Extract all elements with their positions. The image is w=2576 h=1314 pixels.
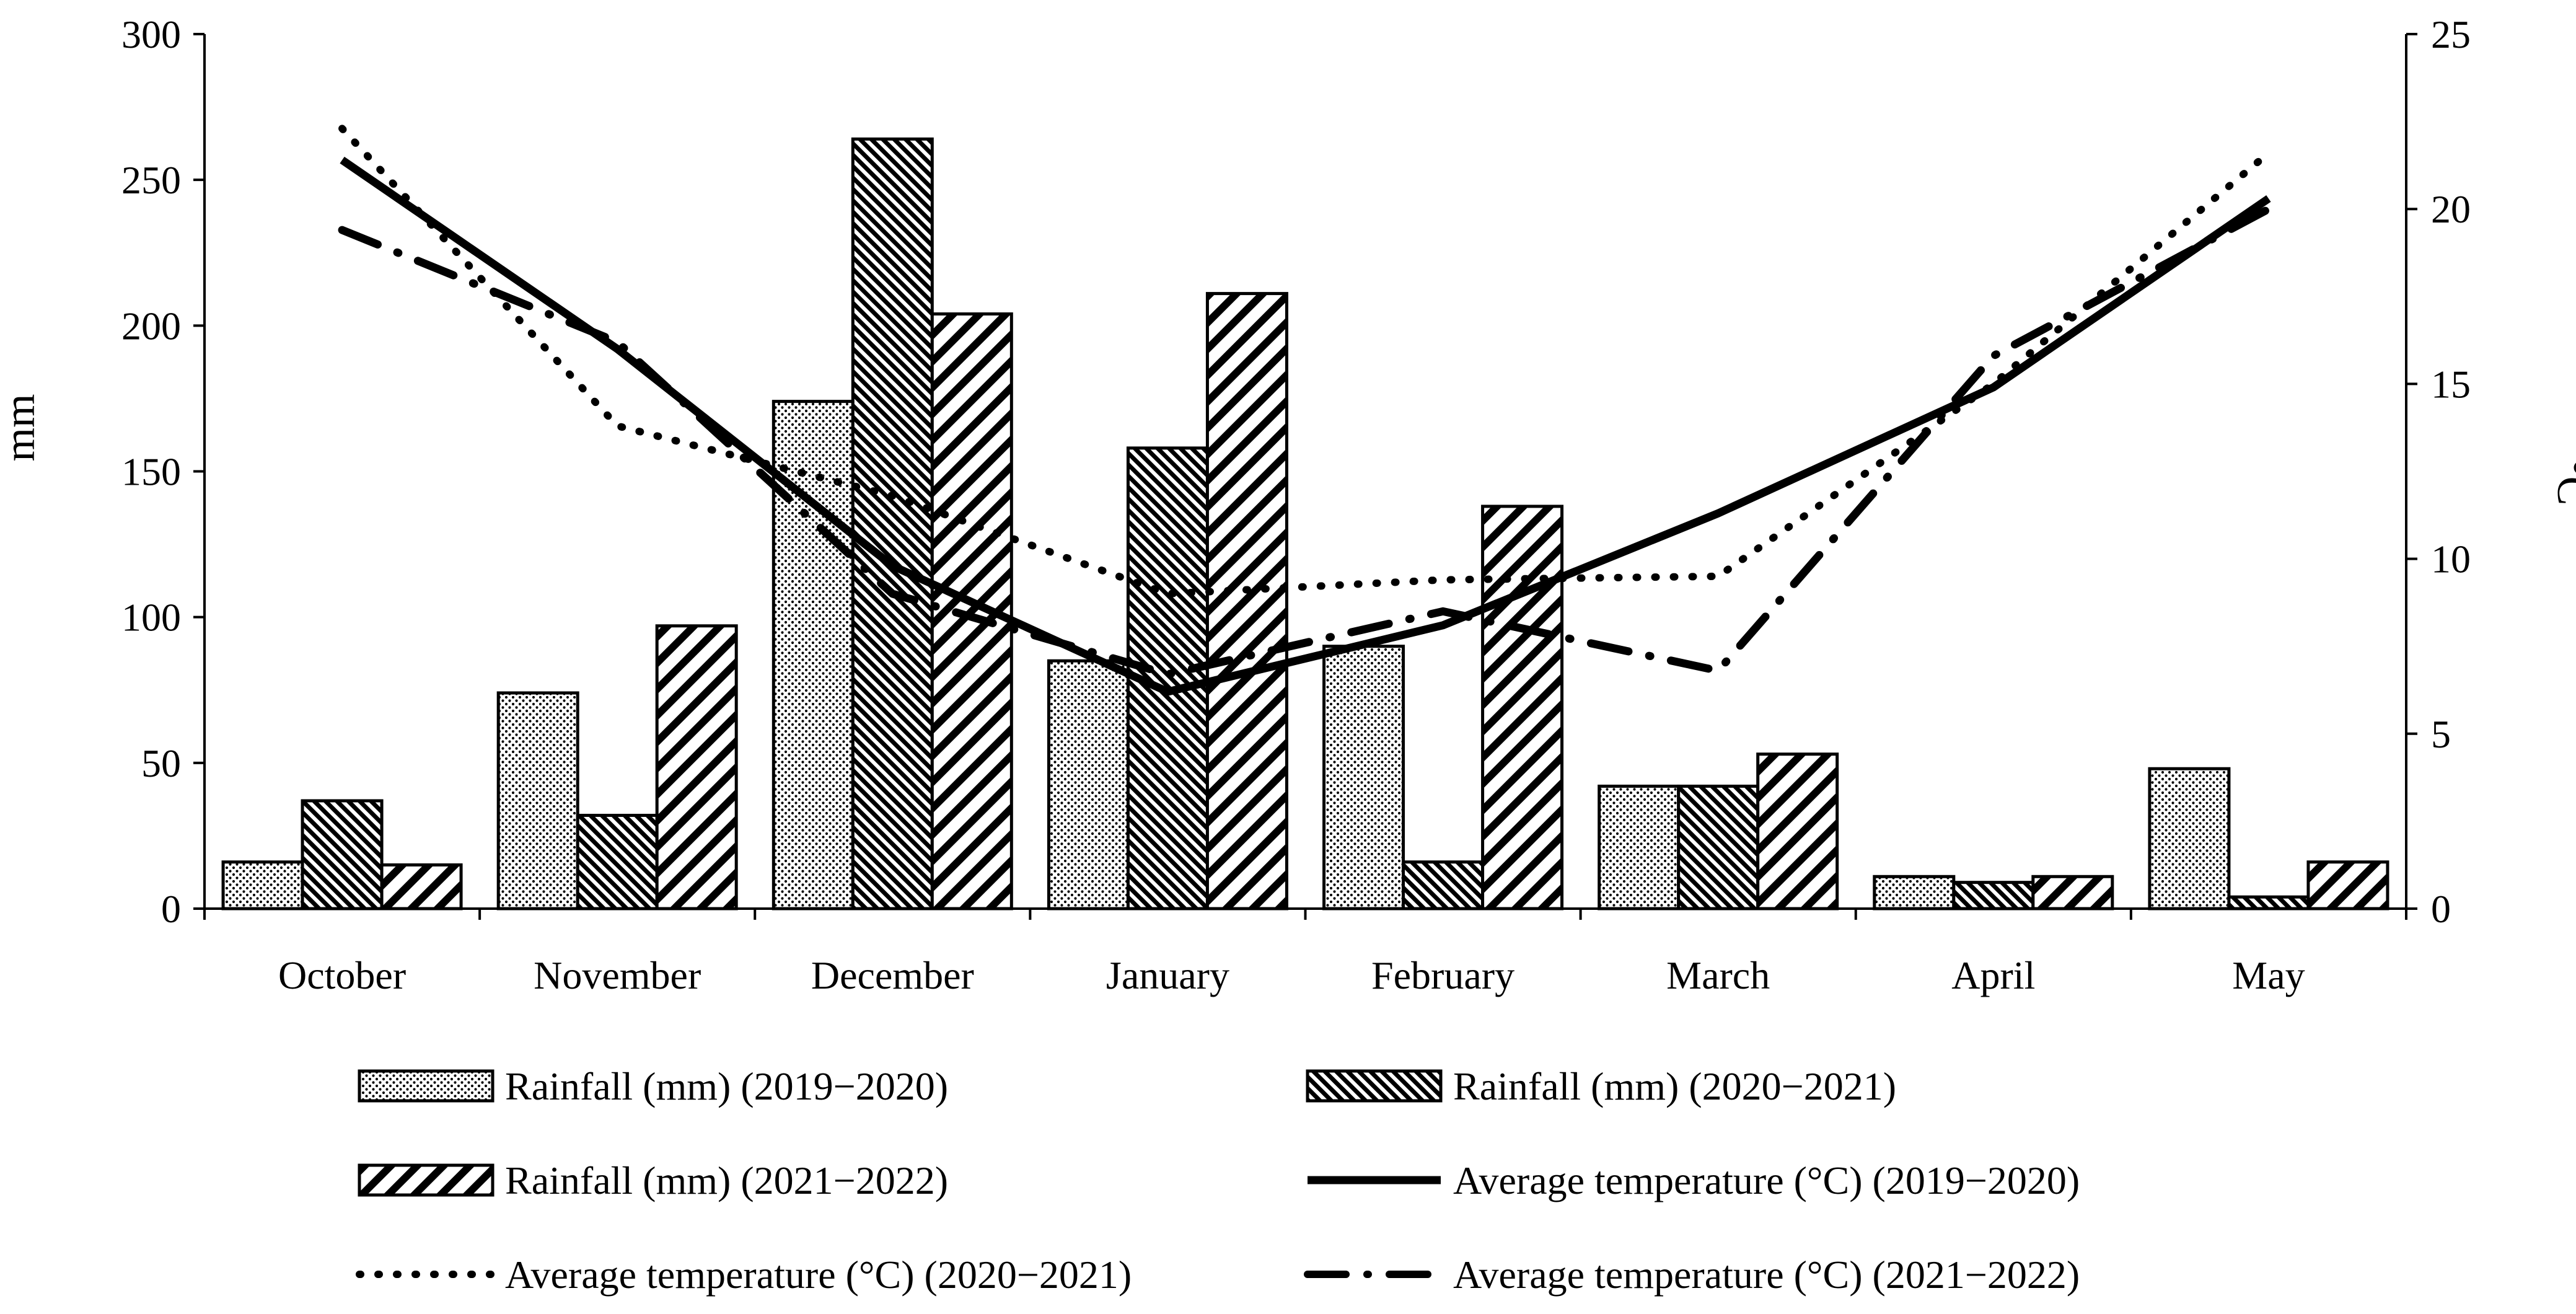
right-tick-label: 15 [2431,362,2471,406]
bar-dense-diagonal-march [1677,784,1760,911]
category-label: February [1371,953,1514,997]
left-tick-label: 150 [121,450,181,494]
bar-dense-diagonal-february [1402,860,1485,911]
bar-wide-diagonal-october [380,863,463,911]
line-dash-dot-temperature [338,205,2273,679]
category-label: May [2232,953,2305,997]
bar-wide-diagonal-november [655,624,738,911]
category-label: October [278,953,406,997]
legend-swatch-wide-diagonal [358,1163,495,1197]
bar-dense-diagonal-october [301,799,384,911]
right-axis-title: °C [2548,459,2576,506]
bar-dense-diagonal-december [851,137,934,911]
bars-layer [221,137,2389,911]
bar-dots-march [1598,784,1681,911]
right-axis-ticks: 0 5 10 15 20 25 [2406,12,2471,931]
line-solid-temperature [340,156,2271,696]
legend-label: Average temperature (°C) (2019−2020) [1453,1158,2080,1202]
bar-dense-diagonal-april [1952,881,2035,911]
bar-wide-diagonal-january [1205,292,1288,911]
bar-wide-diagonal-may [2306,860,2389,911]
category-label: April [1951,953,2035,997]
left-axis-title: mm [0,394,44,462]
left-tick-label: 200 [121,304,181,348]
legend-swatch-dots [358,1069,495,1103]
line-dotted-temperature [338,125,2272,597]
bar-dense-diagonal-november [576,813,659,911]
bar-dots-april [1873,875,1956,911]
category-labels: October November December January February Ma… [203,909,2407,997]
right-tick-label: 20 [2431,187,2471,231]
legend-label: Rainfall (mm) (2020−2021) [1453,1064,1896,1108]
bar-wide-diagonal-march [1756,752,1839,911]
left-tick-label: 250 [121,158,181,202]
right-tick-label: 25 [2431,12,2471,56]
category-label: March [1666,953,1770,997]
bar-dense-diagonal-may [2227,895,2310,911]
category-label: November [534,953,701,997]
bar-dots-october [221,860,304,911]
left-tick-label: 0 [161,887,181,931]
category-label: January [1106,953,1229,997]
right-tick-label: 0 [2431,887,2451,931]
left-tick-label: 50 [141,741,181,785]
bar-wide-diagonal-april [2031,875,2114,911]
bar-dots-may [2148,767,2231,911]
left-axis-ticks: 0 50 100 150 200 250 300 [121,12,204,931]
category-label: December [811,953,974,997]
lines-layer [338,125,2273,696]
left-tick-label: 300 [121,12,181,56]
left-tick-label: 100 [121,596,181,640]
bar-dots-november [496,691,579,911]
legend-label: Average temperature (°C) (2020−2021) [505,1253,1132,1297]
legend-label: Rainfall (mm) (2019−2020) [505,1064,948,1108]
legend-label: Average temperature (°C) (2021−2022) [1453,1253,2080,1297]
bar-dots-january [1047,659,1130,911]
bar-wide-diagonal-february [1481,505,1564,911]
right-tick-label: 10 [2431,537,2471,581]
legend-label: Rainfall (mm) (2021−2022) [505,1158,948,1202]
legend-swatch-dense-diagonal [1306,1069,1443,1103]
bar-dots-february [1322,645,1405,911]
legend: Rainfall (mm) (2019−2020) Rainfall (mm) (… [356,1064,2080,1297]
right-tick-label: 5 [2431,712,2451,756]
